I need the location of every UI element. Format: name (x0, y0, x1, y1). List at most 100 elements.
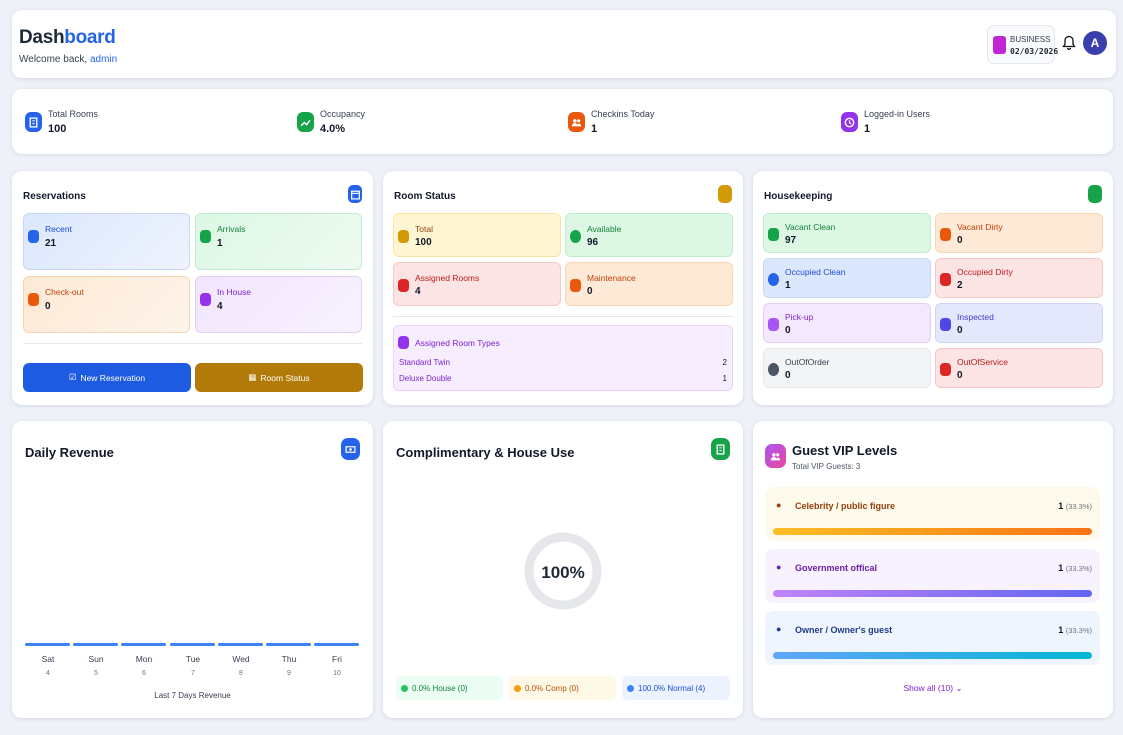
tile-occupied-clean[interactable]: Occupied Clean 1 (763, 258, 931, 298)
brush-icon (940, 273, 951, 286)
user-link[interactable]: admin (89, 54, 118, 65)
tile-arrivals[interactable]: Arrivals 1 (195, 213, 362, 270)
block-icon (570, 279, 581, 292)
revenue-bar (314, 643, 359, 646)
tile-occupied-dirty[interactable]: Occupied Dirty 2 (935, 258, 1103, 298)
tile-recent[interactable]: Recent 21 (23, 213, 190, 270)
date-label: 7 (191, 670, 195, 677)
donut-center-label: 100% (541, 563, 585, 582)
building-icon (718, 185, 732, 203)
vip-level-row[interactable]: ● Government offical 1 (33.3%) (765, 549, 1100, 603)
tile-vacant-dirty[interactable]: Vacant Dirty 0 (935, 213, 1103, 253)
dot-icon (401, 684, 408, 692)
room-status-card: Room Status Total 100 Available 96 Assig… (383, 171, 743, 405)
bed-icon (200, 293, 211, 306)
cash-icon (341, 438, 360, 460)
welcome-text: Welcome back, admin (19, 54, 118, 65)
divider (23, 343, 362, 344)
tile-maintenance[interactable]: Maintenance 0 (565, 262, 733, 306)
check-icon (570, 230, 581, 243)
day-label: Sun (88, 654, 104, 664)
date-label: 8 (239, 670, 243, 677)
day-label: Sat (41, 654, 55, 664)
tile-out-of-service[interactable]: OutOfService 0 (935, 348, 1103, 388)
vip-progress-bar (773, 590, 1092, 597)
users-icon (765, 444, 786, 468)
revenue-bar (73, 643, 118, 646)
calendar-check-icon: ☑ (68, 372, 77, 382)
vip-count: 1 (33.3%) (1058, 625, 1092, 635)
day-label: Wed (232, 654, 250, 664)
tile-vacant-clean[interactable]: Vacant Clean 97 (763, 213, 931, 253)
users-icon: ● (776, 500, 782, 510)
stats-bar: Total Rooms 100 Occupancy 4.0% Checkins … (12, 89, 1113, 154)
date-label: 9 (287, 670, 291, 677)
tile-check-out[interactable]: Check-out 0 (23, 276, 190, 333)
tile-pick-up[interactable]: Pick-up 0 (763, 303, 931, 343)
room-type-name: Deluxe Double (399, 374, 452, 383)
reservations-card: Reservations Recent 21 Arrivals 1 Check-… (12, 171, 373, 405)
guest-vip-card: Guest VIP Levels Total VIP Guests: 3 ● C… (753, 421, 1113, 718)
building-icon (398, 230, 409, 243)
day-label: Mon (135, 654, 153, 664)
vip-count: 1 (33.3%) (1058, 563, 1092, 573)
bell-icon[interactable] (1062, 35, 1076, 51)
housekeeping-title: Housekeeping (764, 191, 833, 202)
calendar-icon (348, 185, 362, 203)
bed-icon (940, 363, 951, 376)
date-label: 6 (142, 670, 146, 677)
business-date-badge[interactable]: BUSINESS 02/03/2026 (987, 25, 1058, 64)
revenue-bar (121, 643, 166, 646)
vip-progress-bar (773, 528, 1092, 535)
divider (393, 316, 733, 317)
daily-revenue-card: Daily Revenue Sat Sun Mon Tue Wed Thu Fr… (12, 421, 373, 718)
new-reservation-button[interactable]: ☑ New Reservation (23, 363, 191, 392)
list-icon (28, 230, 39, 243)
dot-icon (627, 684, 634, 692)
tile-assigned-rooms[interactable]: Assigned Rooms 4 (393, 262, 561, 306)
users-icon (568, 112, 585, 132)
day-label: Thu (281, 654, 297, 664)
dot-icon (514, 684, 521, 692)
date-label: 4 (46, 670, 50, 677)
revenue-bar (25, 643, 70, 646)
clock-icon (841, 112, 858, 132)
tile-total[interactable]: Total 100 (393, 213, 561, 257)
housekeeping-card: Housekeeping Vacant Clean 97 Vacant Dirt… (753, 171, 1113, 405)
tile-out-of-order[interactable]: OutOfOrder 0 (763, 348, 931, 388)
bed-icon (398, 336, 409, 349)
daily-revenue-title: Daily Revenue (25, 445, 114, 460)
legend-house: 0.0% House (0) (396, 676, 503, 700)
assigned-room-types: Assigned Room Types Standard Twin 2 Delu… (393, 325, 733, 391)
chart-up-icon (297, 112, 314, 132)
page-title: Dashboard (19, 27, 116, 48)
vip-level-row[interactable]: ● Owner / Owner's guest 1 (33.3%) (765, 611, 1100, 665)
legend-normal: 100.0% Normal (4) (622, 676, 730, 700)
room-type-name: Standard Twin (399, 358, 450, 367)
tile-available[interactable]: Available 96 (565, 213, 733, 257)
chart-caption: Last 7 Days Revenue (154, 691, 231, 700)
day-label: Fri (332, 654, 342, 664)
revenue-bar (266, 643, 311, 646)
door-out-icon (28, 293, 39, 306)
tile-in-house[interactable]: In House 4 (195, 276, 362, 333)
show-all-link[interactable]: Show all (10) ⌄ (903, 683, 963, 693)
wrench-icon (768, 363, 779, 376)
vip-progress-bar (773, 652, 1092, 659)
day-label: Tue (185, 654, 201, 664)
tile-inspected[interactable]: Inspected 0 (935, 303, 1103, 343)
building-icon: ▦ (248, 372, 257, 382)
building-icon (711, 438, 730, 460)
user-icon (768, 273, 779, 286)
calendar-icon (993, 36, 1006, 54)
vip-level-row[interactable]: ● Celebrity / public figure 1 (33.3%) (765, 487, 1100, 541)
reservations-title: Reservations (23, 191, 86, 202)
bed-icon (768, 228, 779, 241)
avatar[interactable]: A (1083, 31, 1107, 55)
room-status-button[interactable]: ▦ Room Status (195, 363, 363, 392)
chevron-down-icon: ⌄ (955, 683, 963, 693)
room-status-title: Room Status (394, 191, 456, 202)
brush-icon (940, 228, 951, 241)
vip-title: Guest VIP Levels (792, 443, 898, 458)
search-icon (940, 318, 951, 331)
